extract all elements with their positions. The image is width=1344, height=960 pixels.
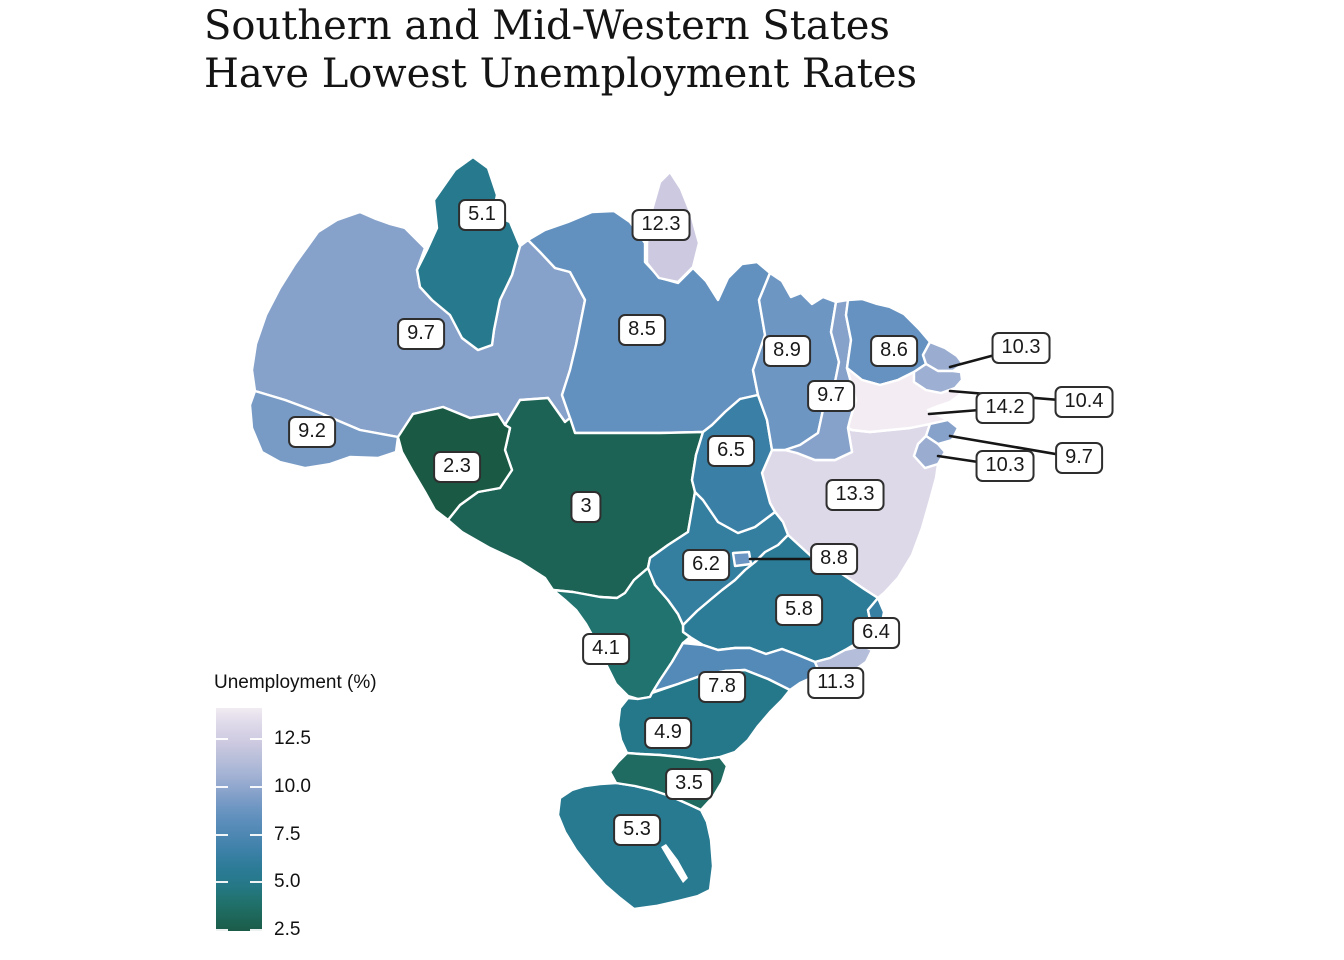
- value-label-ce: 8.6: [870, 335, 918, 367]
- value-label-ma: 8.9: [763, 335, 811, 367]
- value-label-ro: 2.3: [433, 451, 481, 483]
- state-pe-pernambuco: [845, 366, 963, 434]
- legend-tick-mark-10.0-left: [216, 785, 228, 788]
- chart-title: Southern and Mid-Western States Have Low…: [204, 2, 917, 98]
- states-layer: [248, 155, 965, 911]
- legend-tick-mark-5.0-left: [216, 881, 228, 884]
- value-label-rn: 10.3: [991, 332, 1051, 364]
- legend-tick-mark-7.5-right: [250, 833, 262, 836]
- value-label-ba: 13.3: [825, 479, 885, 511]
- legend-tick-mark-5.0-right: [250, 881, 262, 884]
- state-df-distrito-federal: [731, 550, 753, 568]
- value-label-to: 6.5: [707, 435, 755, 467]
- value-label-es: 6.4: [852, 617, 900, 649]
- value-label-mt: 3: [570, 491, 602, 523]
- value-label-am: 9.7: [397, 318, 445, 350]
- legend-title: Unemployment (%): [214, 672, 377, 693]
- value-label-df: 8.8: [810, 543, 858, 575]
- legend-tick-mark-10.0-right: [250, 785, 262, 788]
- legend-tick-mark-2.5-right: [250, 929, 262, 932]
- value-label-rj: 11.3: [807, 667, 865, 699]
- value-label-rs: 5.3: [613, 814, 661, 846]
- value-label-al: 9.7: [1055, 442, 1103, 474]
- legend-tick-label-12.5: 12.5: [274, 727, 311, 749]
- legend-tick-mark-12.5-right: [250, 737, 262, 740]
- value-label-ac: 9.2: [288, 416, 336, 448]
- value-label-sp: 7.8: [698, 671, 746, 703]
- value-label-sc: 3.5: [665, 768, 713, 800]
- legend-tick-label-5.0: 5.0: [274, 871, 301, 893]
- state-se-sergipe: [912, 434, 947, 470]
- legend-tick-mark-12.5-left: [216, 737, 228, 740]
- legend-tick-label-10.0: 10.0: [274, 775, 311, 797]
- value-label-se: 10.3: [975, 450, 1035, 482]
- chart-title-line1: Southern and Mid-Western States: [204, 3, 890, 49]
- legend-tick-mark-2.5-left: [216, 929, 228, 932]
- value-label-pa: 8.5: [618, 314, 666, 346]
- coastal-lagoon-shape: [661, 844, 688, 883]
- legend-tick-label-2.5: 2.5: [274, 919, 301, 941]
- legend-tick-mark-7.5-left: [216, 833, 228, 836]
- value-label-go: 6.2: [682, 549, 730, 581]
- value-label-pr: 4.9: [644, 717, 692, 749]
- state-pb-paraíba: [912, 362, 964, 395]
- legend-colorbar: [216, 708, 262, 931]
- value-label-ms: 4.1: [582, 633, 630, 665]
- value-label-rr: 5.1: [458, 199, 506, 231]
- value-label-pi: 9.7: [807, 380, 855, 412]
- value-label-pe: 14.2: [975, 392, 1035, 424]
- chart-title-line2: Have Lowest Unemployment Rates: [204, 51, 918, 97]
- value-label-ap: 12.3: [631, 209, 691, 241]
- legend-tick-label-7.5: 7.5: [274, 823, 301, 845]
- value-label-mg: 5.8: [775, 594, 823, 626]
- value-label-pb: 10.4: [1054, 386, 1114, 418]
